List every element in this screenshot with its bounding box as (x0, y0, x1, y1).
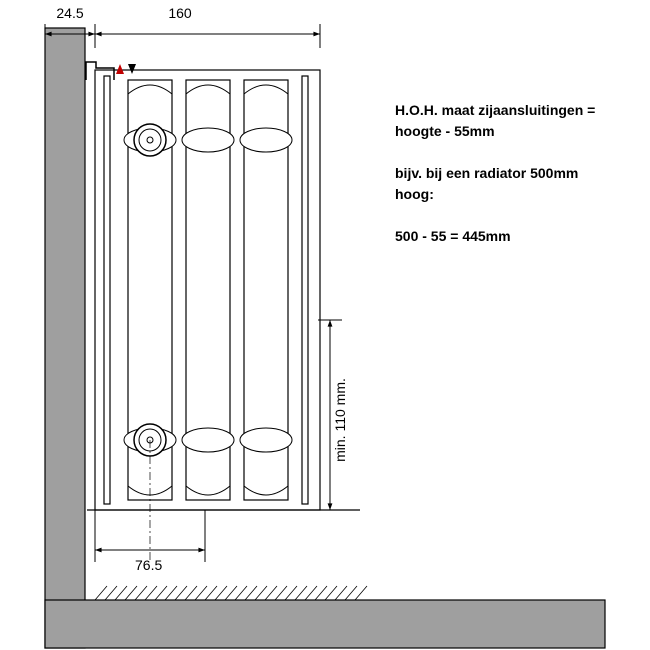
floor-hatch (95, 586, 367, 600)
dim-right-min: min. 110 mm. (332, 378, 348, 462)
technical-drawing: 24.5 160 76.5 min. 110 mm. (0, 0, 650, 650)
dim-top-width: 160 (168, 5, 192, 21)
flow-up-icon (116, 64, 124, 74)
dim-top: 24.5 160 (45, 5, 320, 48)
annotation-text: H.O.H. maat zijaansluitingen =hoogte - 5… (395, 100, 595, 247)
dim-top-offset: 24.5 (56, 5, 83, 21)
radiator-section (95, 70, 320, 510)
bracket-icon (86, 62, 136, 80)
flow-down-icon (128, 64, 136, 74)
dim-bottom-center: 76.5 (135, 557, 162, 573)
dim-right: min. 110 mm. (318, 320, 348, 510)
